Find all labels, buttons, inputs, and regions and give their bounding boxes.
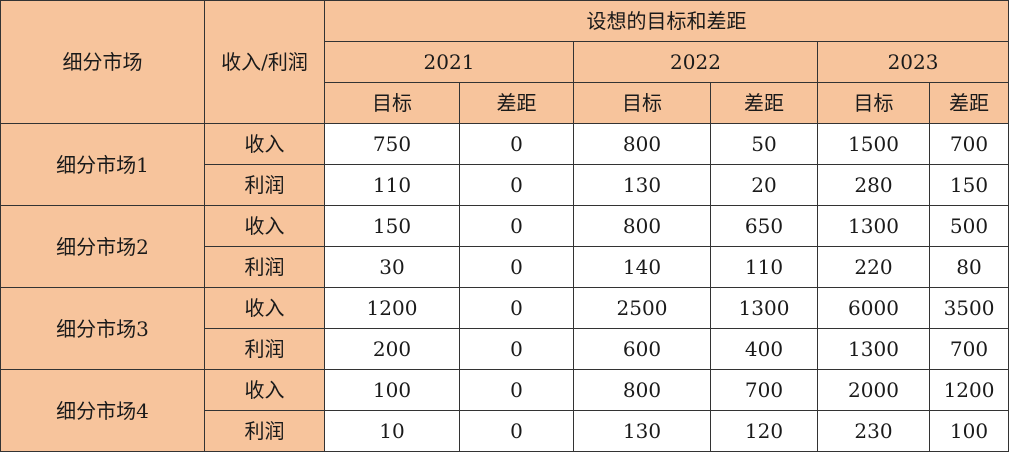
group-title: 设想的目标和差距 [323,0,1009,42]
value-cell: 0 [459,164,574,206]
metric-label: 收入 [204,205,325,247]
gap-column-header: 差距 [459,82,574,124]
value-cell: 280 [817,164,930,206]
value-cell: 10 [324,410,460,452]
value-cell: 700 [928,123,1009,165]
value-cell: 150 [324,205,460,247]
table-row: 利润 30 0 140 110 220 80 [1,246,1009,288]
value-cell: 130 [573,410,711,452]
value-cell: 800 [573,369,711,411]
gap-column-header: 差距 [710,82,818,124]
value-cell: 110 [710,246,818,288]
table-row: 细分市场1 收入 750 0 800 50 1500 700 [0,123,1009,206]
metric-label: 利润 [204,246,325,288]
value-cell: 150 [928,164,1009,206]
segment-column-header: 细分市场 [0,0,205,124]
header-row-years: 2021 2022 2023 [1,41,1009,83]
segment-label: 细分市场2 [0,205,205,288]
table-row: 利润 200 0 600 400 1300 700 [1,328,1009,370]
segment-label: 细分市场3 [0,287,205,370]
segment-label: 细分市场4 [0,369,205,452]
value-cell: 30 [324,246,460,288]
year-header: 2021 [324,41,574,83]
value-cell: 80 [928,246,1009,288]
table-row: 细分市场2 收入 150 0 800 650 1300 500 [0,205,1009,288]
value-cell: 230 [817,410,930,452]
value-cell: 100 [928,410,1009,452]
value-cell: 0 [459,410,574,452]
value-cell: 120 [710,410,818,452]
gap-column-header: 差距 [928,82,1009,124]
metric-label: 收入 [204,123,325,165]
header-row-1: 细分市场 收入/利润 设想的目标和差距 [0,0,1009,124]
value-cell: 100 [324,369,460,411]
target-column-header: 目标 [817,82,930,124]
value-cell: 1200 [928,369,1009,411]
target-column-header: 目标 [573,82,711,124]
value-cell: 0 [459,369,574,411]
value-cell: 3500 [928,287,1009,329]
table-row: 利润 110 0 130 20 280 150 [1,164,1009,206]
value-cell: 0 [459,287,574,329]
value-cell: 0 [459,123,574,165]
value-cell: 220 [817,246,930,288]
value-cell: 6000 [817,287,930,329]
value-cell: 1500 [817,123,930,165]
metric-label: 利润 [204,410,325,452]
year-header: 2023 [816,41,1009,83]
value-cell: 20 [710,164,818,206]
value-cell: 400 [710,328,818,370]
segment-label: 细分市场1 [0,123,205,206]
metric-label: 收入 [204,287,325,329]
value-cell: 650 [710,205,818,247]
value-cell: 800 [573,123,711,165]
value-cell: 0 [459,328,574,370]
metric-label: 收入 [204,369,325,411]
table-row: 细分市场4 收入 100 0 800 700 2000 1200 [0,369,1009,452]
value-cell: 110 [324,164,460,206]
header-row-subcolumns: 目标 差距 目标 差距 目标 差距 [1,82,1009,124]
value-cell: 0 [459,205,574,247]
value-cell: 800 [573,205,711,247]
value-cell: 2500 [573,287,711,329]
value-cell: 1200 [324,287,460,329]
metric-label: 利润 [204,328,325,370]
value-cell: 700 [928,328,1009,370]
metric-column-header: 收入/利润 [204,0,325,124]
year-header: 2022 [573,41,818,83]
value-cell: 130 [573,164,711,206]
value-cell: 1300 [817,328,930,370]
value-cell: 500 [928,205,1009,247]
value-cell: 1300 [710,287,818,329]
value-cell: 140 [573,246,711,288]
value-cell: 50 [710,123,818,165]
value-cell: 700 [710,369,818,411]
value-cell: 600 [573,328,711,370]
metric-label: 利润 [204,164,325,206]
target-column-header: 目标 [324,82,460,124]
table-row: 细分市场3 收入 1200 0 2500 1300 6000 3500 [0,287,1009,370]
value-cell: 1300 [817,205,930,247]
value-cell: 2000 [817,369,930,411]
value-cell: 750 [324,123,460,165]
value-cell: 0 [459,246,574,288]
value-cell: 200 [324,328,460,370]
